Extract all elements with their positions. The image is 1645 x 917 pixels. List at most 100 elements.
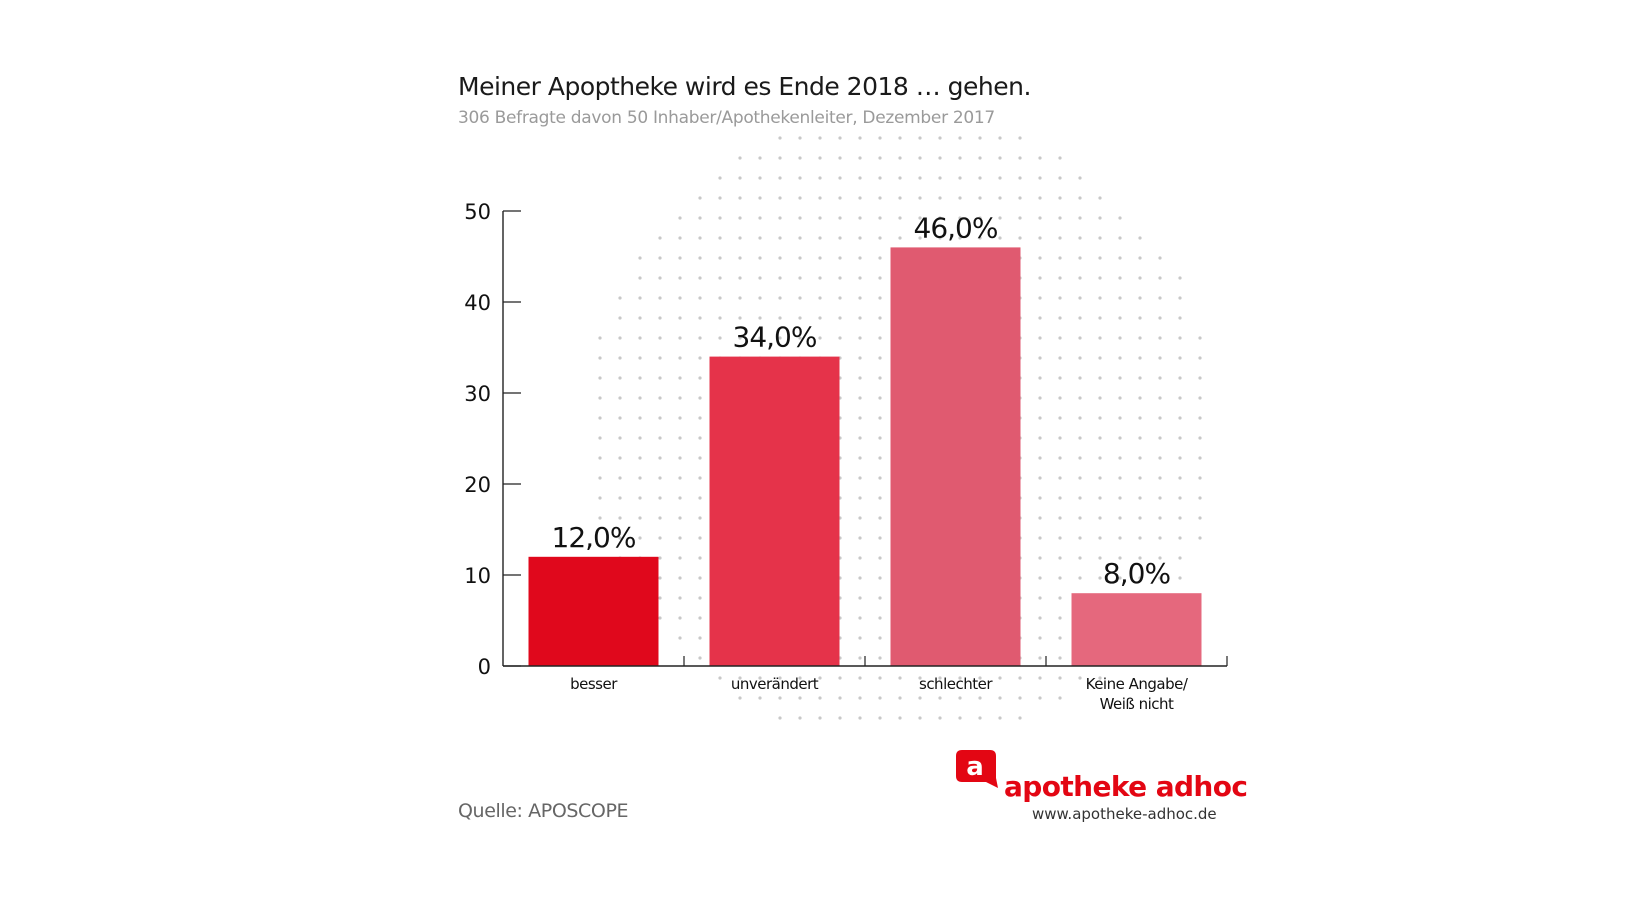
background-dot [798, 296, 802, 300]
background-dot [778, 176, 782, 180]
background-dot [1038, 576, 1042, 580]
background-dot [1098, 476, 1102, 480]
background-dot [1158, 456, 1162, 460]
background-dot [1058, 196, 1062, 200]
background-dot [1038, 336, 1042, 340]
background-dot [718, 316, 722, 320]
background-dot [1178, 436, 1182, 440]
background-dot [858, 596, 862, 600]
background-dot [818, 156, 822, 160]
background-dot [838, 176, 842, 180]
background-dot [1078, 256, 1082, 260]
background-dot [858, 356, 862, 360]
background-dot [1018, 136, 1022, 140]
background-dot [858, 616, 862, 620]
background-dot [858, 656, 862, 660]
background-dot [698, 636, 702, 640]
background-dot [1058, 556, 1062, 560]
background-dot [1078, 396, 1082, 400]
background-dot [1058, 396, 1062, 400]
background-dot [1098, 296, 1102, 300]
background-dot [858, 296, 862, 300]
background-dot [658, 496, 662, 500]
background-dot [738, 336, 742, 340]
background-dot [678, 436, 682, 440]
background-dot [1038, 656, 1042, 660]
background-dot [1178, 556, 1182, 560]
background-dot [978, 236, 982, 240]
background-dot [978, 696, 982, 700]
background-dot [1058, 516, 1062, 520]
background-dot [1058, 296, 1062, 300]
background-dot [1198, 416, 1202, 420]
background-dot [1018, 176, 1022, 180]
background-dot [658, 356, 662, 360]
source-note: Quelle: APOSCOPE [458, 800, 629, 822]
background-dot [798, 316, 802, 320]
background-dot [638, 516, 642, 520]
background-dot [978, 676, 982, 680]
background-dot [1158, 356, 1162, 360]
background-dot [718, 296, 722, 300]
background-dot [678, 216, 682, 220]
bar-1 [709, 356, 840, 666]
background-dot [1158, 436, 1162, 440]
background-dot [1178, 296, 1182, 300]
background-dot [778, 676, 782, 680]
background-dot [918, 136, 922, 140]
background-dot [1058, 536, 1062, 540]
background-dot [1178, 376, 1182, 380]
background-dot [1158, 576, 1162, 580]
background-dot [838, 156, 842, 160]
background-dot [678, 276, 682, 280]
bar-2 [890, 247, 1021, 666]
background-dot [818, 716, 822, 720]
background-dot [798, 716, 802, 720]
background-dot [678, 476, 682, 480]
background-dot [1098, 336, 1102, 340]
background-dot [858, 676, 862, 680]
background-dot [798, 196, 802, 200]
background-dot [1118, 296, 1122, 300]
background-dot [1058, 616, 1062, 620]
background-dot [1018, 216, 1022, 220]
background-dot [1098, 216, 1102, 220]
y-tick-label: 30 [464, 382, 491, 406]
background-dot [818, 176, 822, 180]
background-dot [1158, 476, 1162, 480]
background-dot [678, 316, 682, 320]
background-dot [958, 176, 962, 180]
background-dot [738, 676, 742, 680]
background-dot [738, 276, 742, 280]
background-dot [878, 576, 882, 580]
background-dot [858, 416, 862, 420]
background-dot [758, 156, 762, 160]
background-dot [858, 576, 862, 580]
background-dot [1038, 416, 1042, 420]
background-dot [1118, 436, 1122, 440]
background-dot [698, 456, 702, 460]
background-dot [1138, 256, 1142, 260]
background-dot [638, 316, 642, 320]
background-dot [898, 236, 902, 240]
background-dot [598, 456, 602, 460]
background-dot [778, 236, 782, 240]
background-dot [1038, 556, 1042, 560]
background-dot [758, 216, 762, 220]
background-dot [658, 596, 662, 600]
background-dot [998, 236, 1002, 240]
background-dot [718, 196, 722, 200]
background-dot [1178, 416, 1182, 420]
background-dot [1058, 656, 1062, 660]
background-dot [878, 136, 882, 140]
background-dot [938, 236, 942, 240]
category-label: Weiß nicht [1100, 695, 1174, 713]
brand-url[interactable]: www.apotheke-adhoc.de [1032, 805, 1217, 823]
background-dot [818, 236, 822, 240]
background-dot [878, 316, 882, 320]
background-dot [858, 456, 862, 460]
y-tick-label: 50 [464, 200, 491, 224]
background-dot [638, 256, 642, 260]
background-dot [758, 316, 762, 320]
background-dot [838, 136, 842, 140]
